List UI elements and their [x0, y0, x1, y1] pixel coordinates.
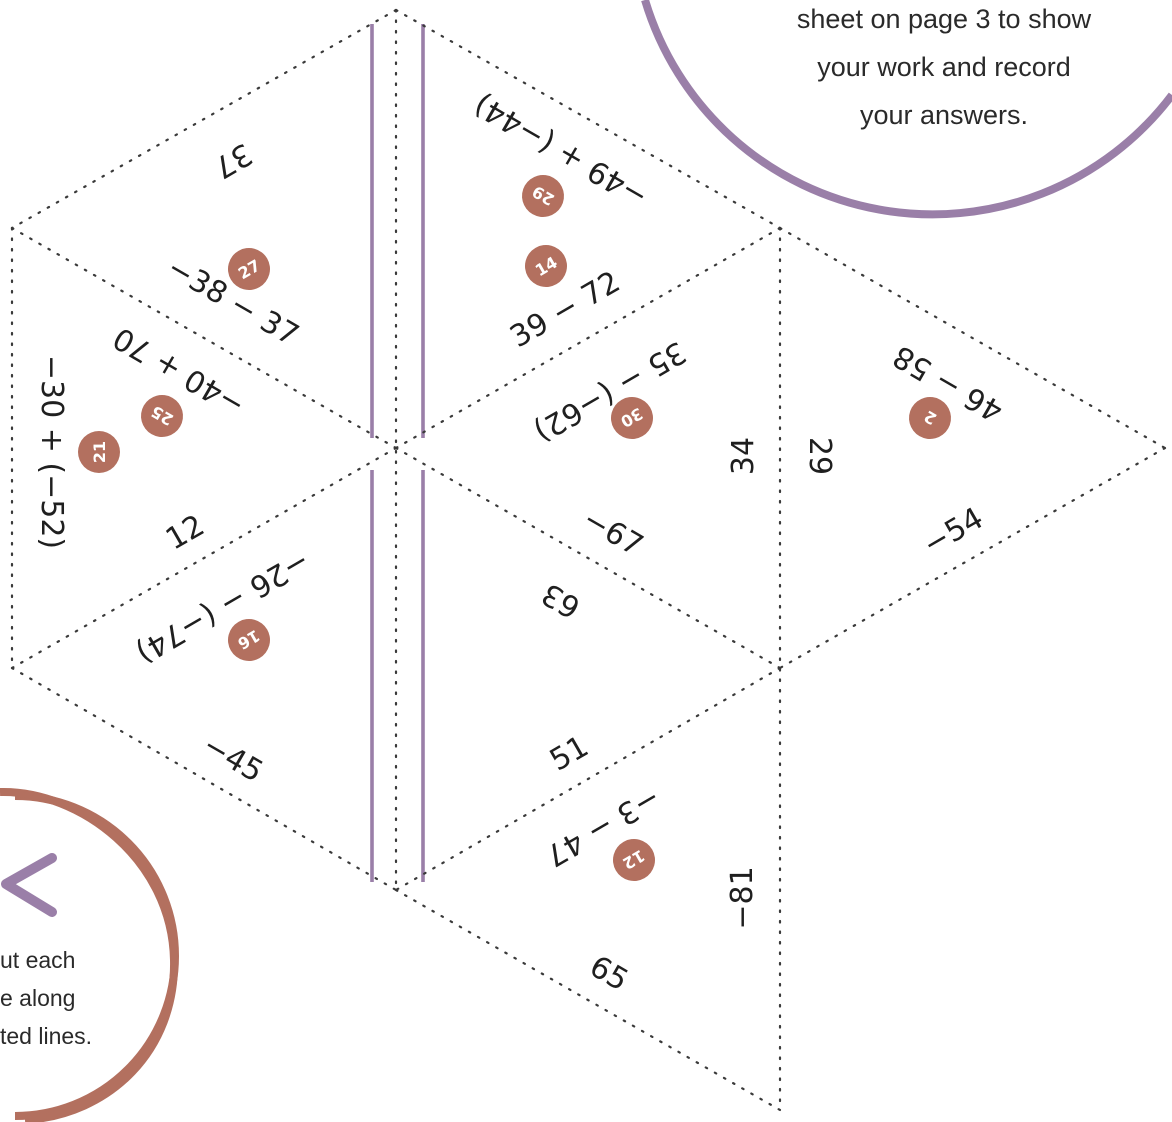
problem-badge: 30: [611, 397, 653, 439]
tile-label: 34: [726, 437, 761, 475]
tile-label: −81: [725, 866, 760, 929]
problem-badge: 21: [78, 431, 120, 473]
record-note-line-1: sheet on page 3 to show: [797, 4, 1092, 34]
tile-label: −26 − (−74): [130, 543, 316, 670]
cut-note-line-2: e along: [0, 985, 75, 1011]
scissors-chevron-icon: [1, 853, 57, 917]
cut-note-line-1: ut each: [0, 947, 75, 973]
tile-label: −67: [577, 502, 649, 564]
tile-label: 51: [544, 729, 595, 778]
problem-badge: 2: [909, 397, 951, 439]
cut-line: [10, 226, 398, 450]
cut-line: [10, 8, 398, 230]
cut-line: [778, 226, 1167, 450]
tile-label: 37: [207, 136, 258, 185]
tile-label: 39 − 72: [504, 264, 626, 355]
record-note-circle: [641, 0, 1172, 219]
tile-label: 63: [536, 576, 587, 625]
cut-line: [394, 446, 782, 670]
problem-badge: 16: [228, 619, 270, 661]
fold-lines: [370, 24, 425, 882]
cut-note-line-3: ted lines.: [0, 1023, 92, 1049]
cut-line: [394, 8, 782, 230]
cut-line: [394, 666, 782, 892]
cut-note-outline: [0, 787, 179, 1122]
tile-label: 65: [583, 949, 634, 998]
cut-line: [394, 888, 782, 1112]
tile-label: −45: [197, 728, 269, 790]
record-answers-note: sheet on page 3 to show your work and re…: [641, 0, 1172, 219]
tile-label: 29: [802, 437, 837, 475]
cut-along-note: ut each e along ted lines.: [0, 787, 179, 1122]
record-note-line-2: your work and record: [817, 52, 1071, 82]
problem-badge: 12: [613, 839, 655, 881]
problem-badge: 29: [522, 175, 564, 217]
problem-badge: 25: [141, 395, 183, 437]
cut-line: [778, 446, 1167, 670]
problem-badge: 27: [228, 248, 270, 290]
cut-line: [10, 666, 398, 892]
problem-badge: 14: [525, 245, 567, 287]
tile-labels: 37 −49 + (−44) 29 27 −38 − 37 14 39 − 72…: [34, 87, 1009, 999]
tile-label: 12: [160, 508, 211, 557]
tile-label: 35 − (−62): [528, 334, 692, 449]
tile-label: −54: [917, 501, 989, 563]
tile-label: −30 + (−52): [34, 355, 69, 549]
cut-lines: [10, 8, 1167, 1112]
badge-number: 21: [90, 441, 109, 463]
cut-line: [10, 446, 398, 670]
record-note-line-3: your answers.: [860, 100, 1028, 130]
cut-line: [394, 226, 782, 450]
